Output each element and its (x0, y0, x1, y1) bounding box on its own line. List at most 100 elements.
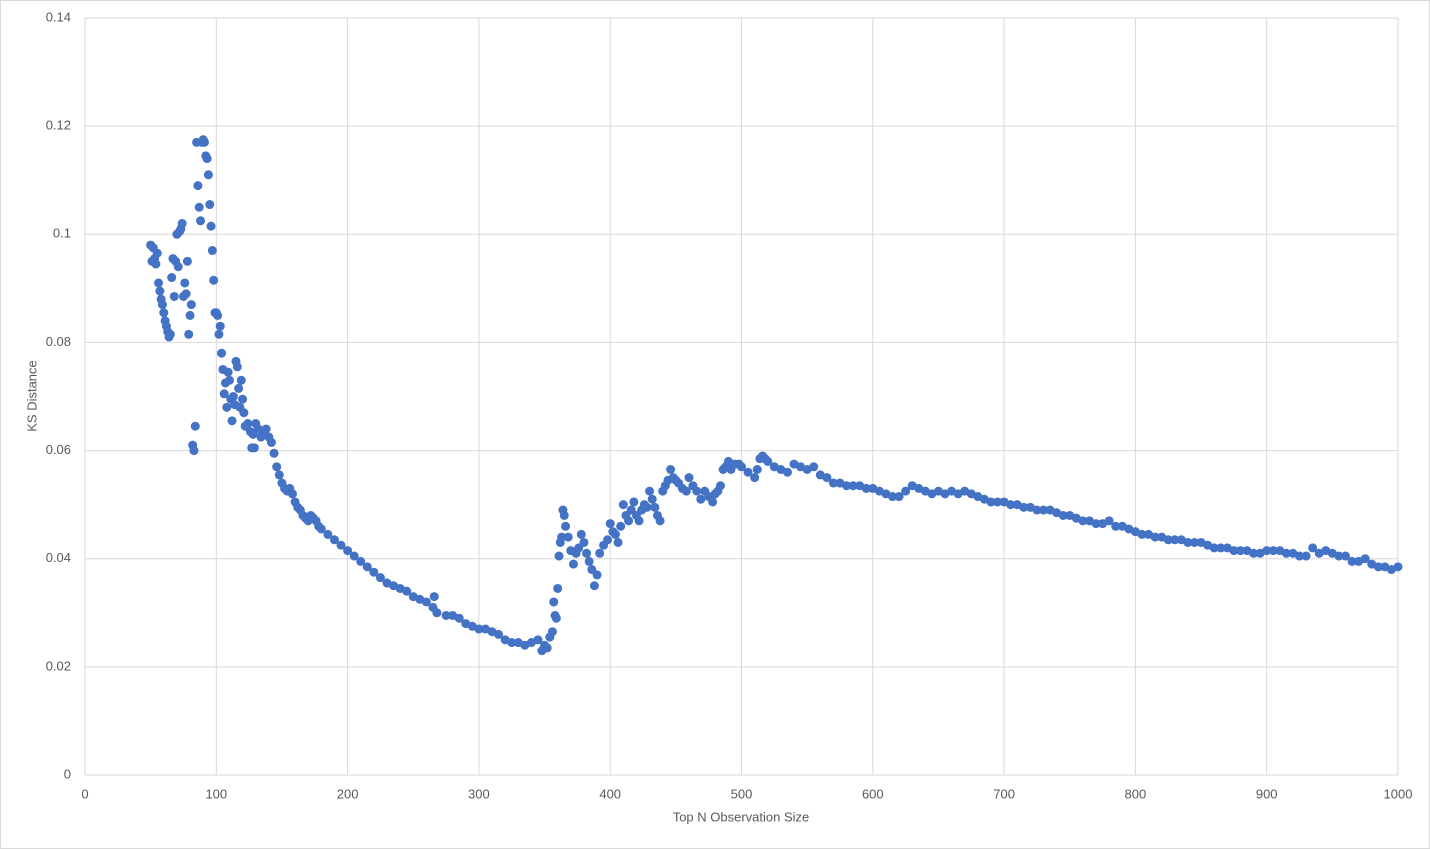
x-tick-label: 200 (337, 786, 359, 801)
point (213, 310, 223, 320)
point (1295, 551, 1305, 561)
y-tick-label: 0.06 (46, 442, 71, 457)
point (782, 467, 792, 477)
point (209, 275, 219, 285)
point (561, 521, 571, 531)
point (189, 446, 199, 456)
point (356, 556, 366, 566)
point (1019, 502, 1029, 512)
point (655, 516, 665, 526)
point (274, 470, 284, 480)
point (634, 516, 644, 526)
point (157, 300, 167, 310)
point (266, 437, 276, 447)
point (214, 329, 224, 339)
point (205, 200, 215, 210)
point (613, 537, 623, 547)
point (1268, 546, 1278, 556)
point (343, 546, 353, 556)
point (454, 613, 464, 623)
point (579, 537, 589, 547)
point (184, 329, 194, 339)
point (576, 529, 586, 539)
point (375, 573, 385, 583)
point (223, 367, 233, 377)
point (1229, 546, 1239, 556)
point (595, 548, 605, 558)
y-tick-label: 0.04 (46, 550, 71, 565)
point (894, 492, 904, 502)
point (272, 462, 282, 472)
point (1006, 500, 1016, 510)
point (177, 218, 187, 228)
y-tick-label: 0.08 (46, 334, 71, 349)
point (1032, 505, 1042, 515)
point (207, 246, 217, 256)
point (1091, 519, 1101, 529)
point (542, 643, 552, 653)
point (666, 464, 676, 474)
point (618, 500, 628, 510)
point (533, 635, 543, 645)
point (1235, 546, 1245, 556)
y-tick-label: 0.1 (53, 226, 71, 241)
point (167, 273, 177, 283)
point (227, 416, 237, 426)
point (848, 481, 858, 491)
point (349, 551, 359, 561)
point (190, 421, 200, 431)
point (592, 570, 602, 580)
point (193, 181, 203, 191)
point (624, 516, 634, 526)
point (828, 478, 838, 488)
point (1373, 562, 1383, 572)
point (203, 170, 213, 180)
point (887, 492, 897, 502)
point (605, 519, 615, 529)
point (809, 462, 819, 472)
point (206, 221, 216, 231)
point (362, 562, 372, 572)
point (696, 494, 706, 504)
point (238, 394, 248, 404)
point (1262, 546, 1272, 556)
point (1334, 551, 1344, 561)
point (181, 289, 191, 299)
point (715, 481, 725, 491)
point (402, 586, 412, 596)
point (316, 524, 326, 534)
point (222, 402, 232, 412)
point (750, 473, 760, 483)
point (582, 548, 592, 558)
point (421, 597, 431, 607)
point (901, 486, 911, 496)
point (228, 392, 238, 401)
point (152, 248, 162, 258)
x-tick-label: 600 (862, 786, 884, 801)
point (1340, 551, 1350, 561)
point (243, 419, 253, 429)
point (1308, 543, 1318, 553)
point (1111, 521, 1121, 531)
point (199, 137, 209, 147)
y-tick-label: 0.02 (46, 658, 71, 673)
point (1078, 516, 1088, 526)
point (369, 567, 379, 577)
point (684, 473, 694, 483)
point (1163, 535, 1173, 545)
point (1216, 543, 1226, 553)
point (603, 535, 613, 545)
point (993, 497, 1003, 507)
point (629, 497, 639, 507)
point (1301, 551, 1311, 561)
point (234, 383, 244, 393)
point (429, 592, 439, 602)
x-tick-label: 800 (1125, 786, 1147, 801)
point (249, 443, 259, 453)
point (154, 278, 164, 288)
point (1209, 543, 1219, 553)
point (986, 497, 996, 507)
point (681, 486, 691, 496)
point (563, 532, 573, 542)
